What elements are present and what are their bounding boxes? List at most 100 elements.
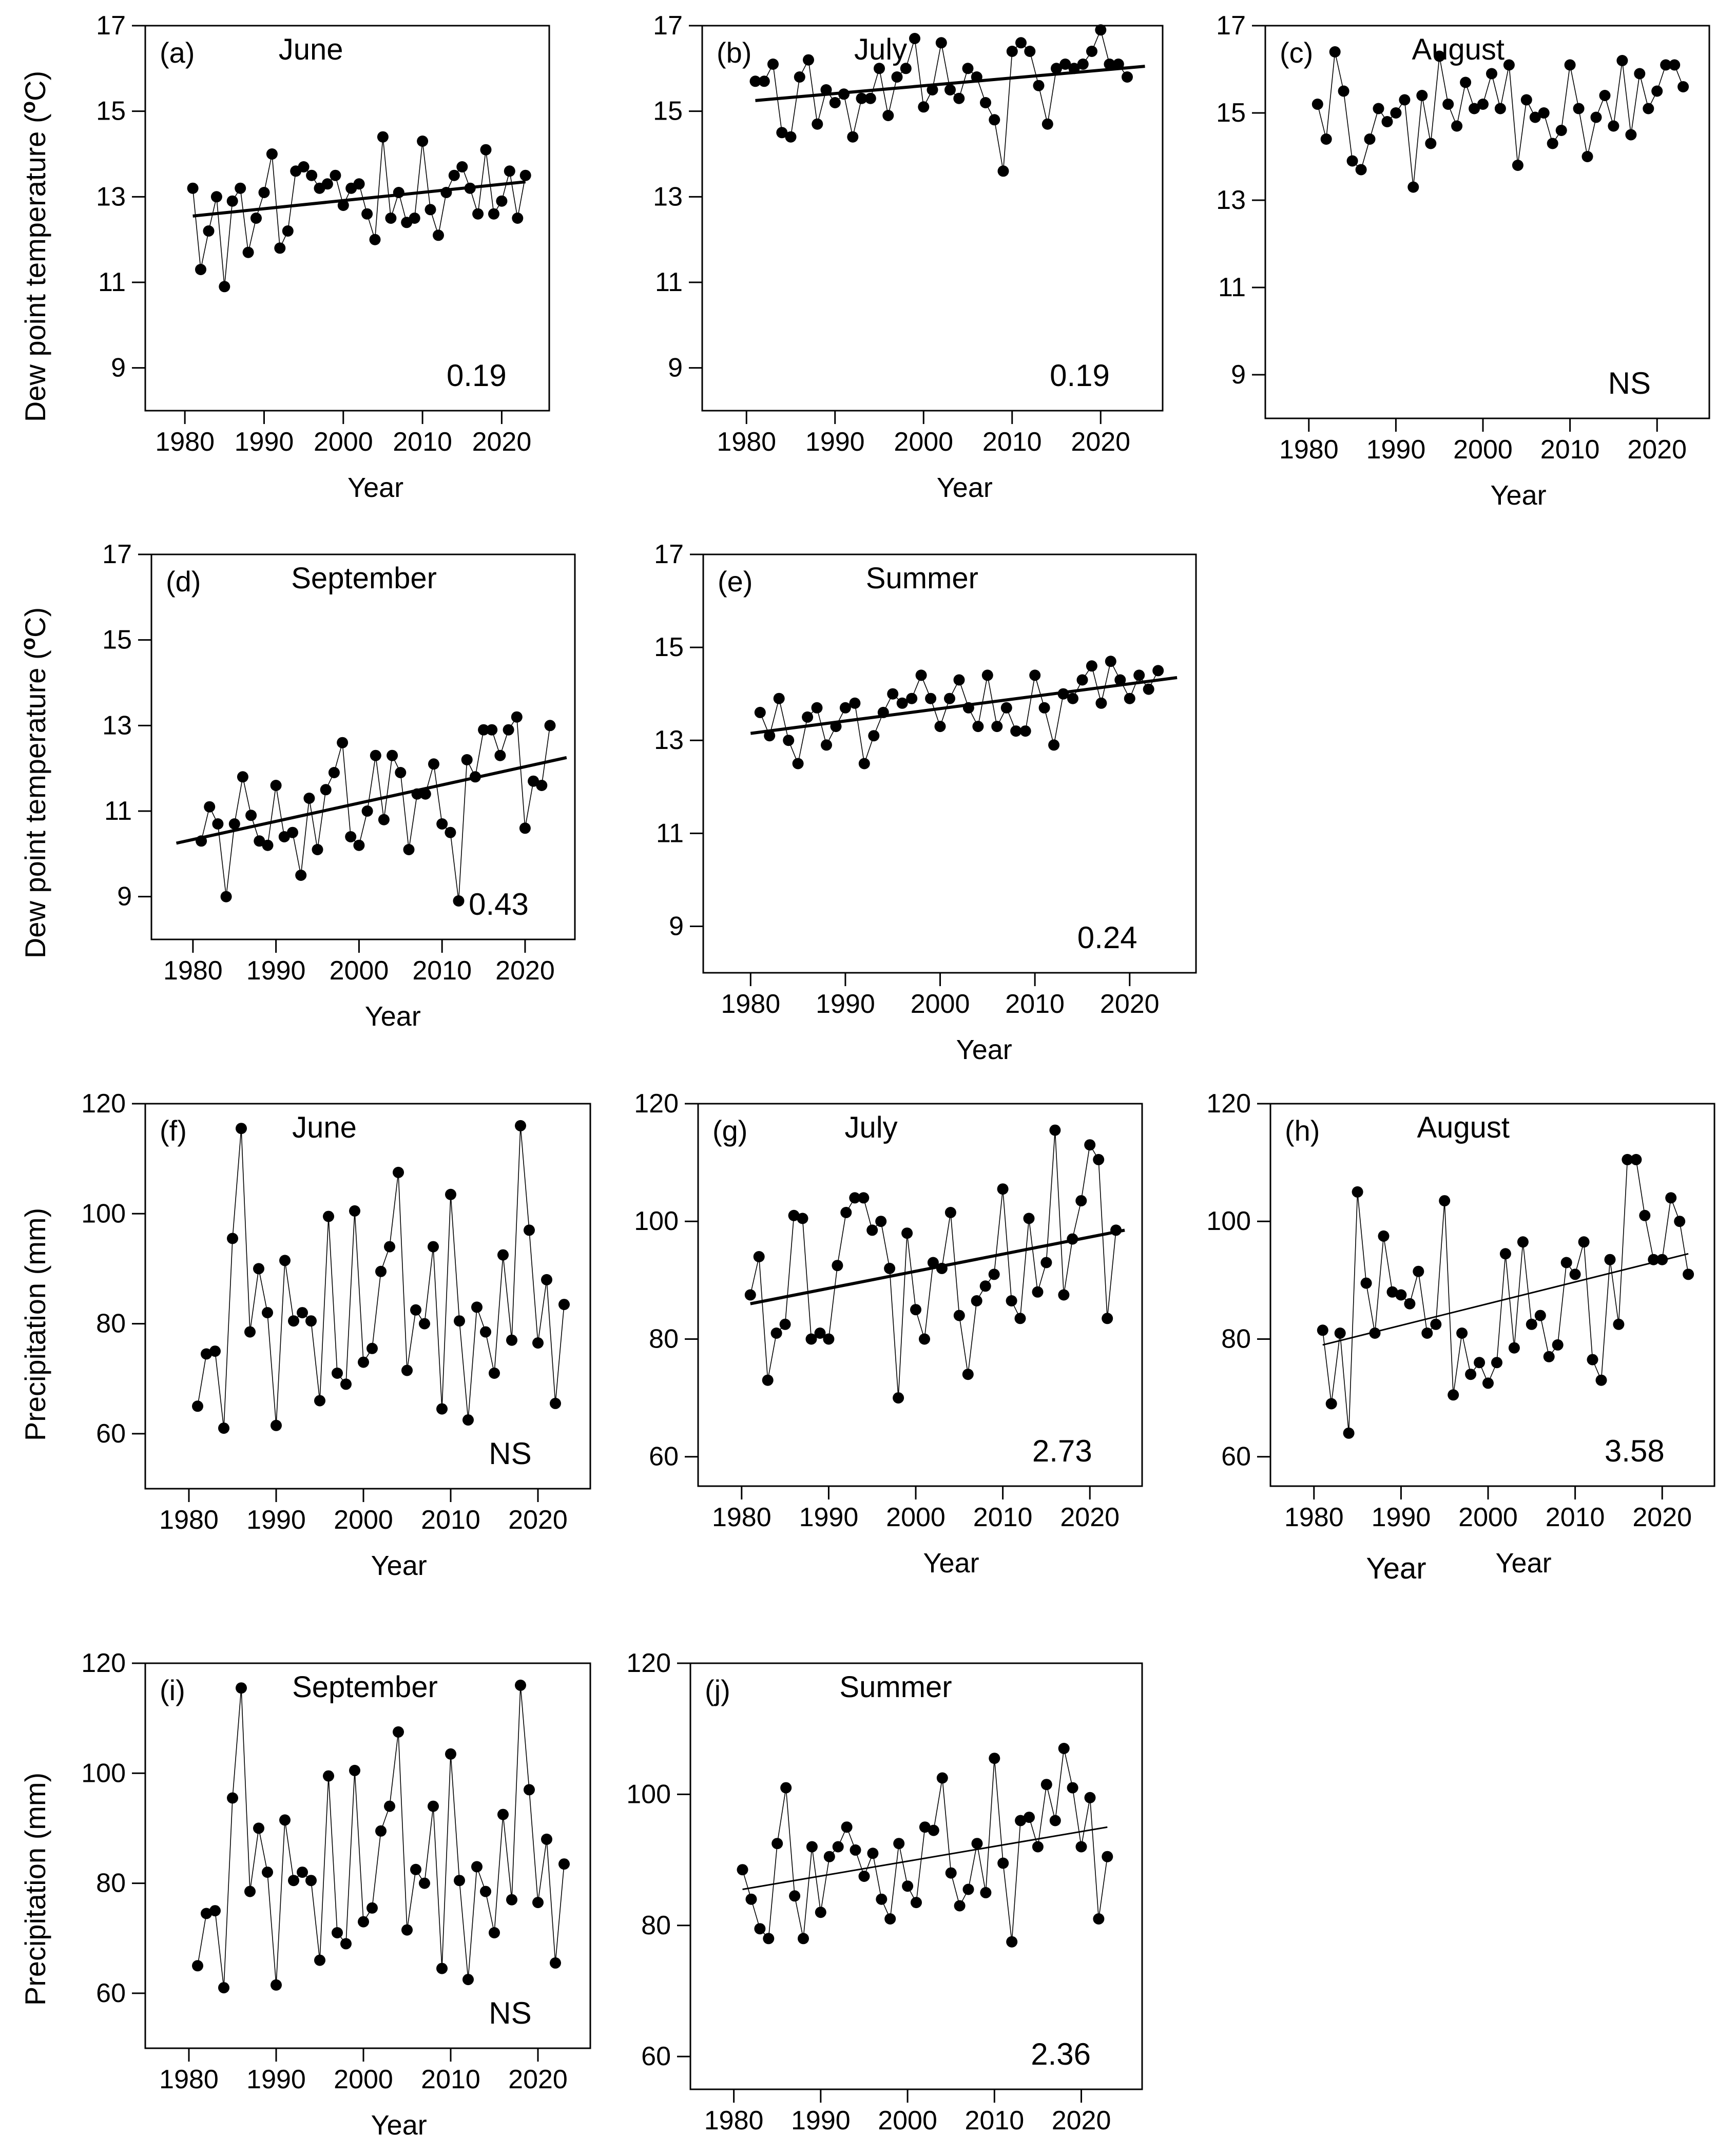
x-tick-label: 2010: [965, 2106, 1024, 2135]
data-point: [506, 1334, 517, 1346]
data-point: [910, 1304, 921, 1316]
data-point: [226, 195, 238, 207]
data-point: [262, 839, 274, 851]
data-point: [812, 118, 823, 130]
data-point: [832, 1841, 844, 1853]
x-tick-label: 2020: [1060, 1503, 1120, 1532]
data-point: [314, 1395, 325, 1407]
x-tick-label: 1980: [704, 2106, 764, 2135]
y-tick-label: 80: [96, 1869, 126, 1898]
data-point: [794, 71, 805, 83]
panel-title: September: [292, 1670, 438, 1704]
x-tick-label: 2020: [1052, 2106, 1111, 2135]
y-tick-label: 80: [96, 1309, 126, 1339]
data-point: [330, 169, 341, 181]
chart-panel-g: 60 80 100 120 1980 1990 2000 2010 2020 Year (g) Jul…: [634, 1089, 1143, 1579]
series-line: [201, 716, 551, 901]
data-point: [776, 127, 788, 139]
data-point: [1526, 1318, 1537, 1330]
y-tick-label: 80: [649, 1324, 679, 1354]
data-point: [1049, 1815, 1061, 1826]
data-point: [370, 749, 381, 761]
data-point: [1555, 125, 1567, 136]
dew-point-y-axis-label: Dew point temperature (oC): [17, 607, 51, 958]
data-point: [953, 92, 965, 104]
ylabel-part: C): [19, 71, 51, 101]
data-point: [771, 1838, 783, 1850]
data-point: [1451, 120, 1463, 132]
data-point: [461, 754, 473, 765]
data-point: [1442, 99, 1454, 110]
plot-frame: [150, 553, 576, 940]
y-tick-label: 17: [653, 11, 683, 41]
y-tick-label: 13: [102, 710, 132, 740]
data-point: [944, 1207, 956, 1218]
data-point: [806, 1841, 818, 1853]
data-point: [236, 1123, 247, 1134]
data-point: [918, 101, 930, 113]
data-point: [1434, 50, 1445, 62]
data-point: [1413, 1265, 1424, 1277]
data-point: [925, 693, 937, 704]
data-point: [980, 1887, 992, 1898]
data-point: [1456, 1328, 1468, 1339]
trend-line: [742, 1826, 1108, 1891]
data-point: [1683, 1268, 1694, 1280]
data-point: [478, 724, 490, 736]
data-point: [453, 895, 465, 907]
data-point: [227, 1792, 238, 1804]
data-point: [972, 721, 984, 733]
data-point: [849, 697, 861, 709]
x-axis-label: Year: [348, 472, 403, 503]
data-point: [906, 693, 918, 704]
data-point: [850, 1844, 861, 1856]
data-point: [486, 724, 498, 736]
trend-line: [176, 756, 567, 845]
y-tick-label: 13: [654, 725, 684, 755]
data-point: [550, 1957, 561, 1969]
x-tick-label: 2000: [1453, 435, 1513, 465]
data-point: [314, 1954, 325, 1966]
data-point: [480, 1326, 491, 1338]
data-point: [971, 1295, 982, 1306]
x-tick-label: 2000: [330, 956, 389, 986]
data-point: [1499, 1248, 1511, 1260]
panel-label: (h): [1285, 1114, 1320, 1147]
x-tick-label: 1990: [791, 2106, 851, 2135]
data-point: [980, 97, 991, 108]
data-point: [393, 1726, 404, 1738]
data-point: [536, 780, 548, 791]
data-point: [832, 1260, 843, 1272]
data-point: [419, 1877, 430, 1889]
data-point: [1006, 46, 1018, 57]
data-point: [361, 208, 373, 220]
data-point: [953, 1310, 965, 1321]
data-point: [864, 92, 876, 104]
data-point: [856, 92, 867, 104]
data-point: [295, 870, 307, 881]
data-point: [1317, 1324, 1328, 1336]
dew-point-y-axis-label: Dew point temperature (oC): [17, 71, 51, 422]
data-point: [1059, 59, 1071, 70]
data-point: [1104, 59, 1115, 70]
data-point: [1086, 46, 1097, 57]
data-point: [936, 1772, 948, 1784]
data-point: [1000, 702, 1012, 714]
data-point: [1569, 1268, 1581, 1280]
data-point: [792, 758, 804, 770]
data-point: [237, 771, 248, 783]
data-point: [919, 1821, 931, 1833]
data-point: [1040, 1257, 1052, 1268]
data-point: [1399, 94, 1411, 106]
data-point: [1006, 1936, 1018, 1948]
data-point: [203, 225, 215, 237]
data-point: [375, 1265, 387, 1277]
y-tick-label: 13: [1216, 185, 1246, 215]
data-point: [1517, 1236, 1529, 1248]
data-point: [489, 1927, 500, 1938]
data-point: [504, 165, 515, 177]
data-point: [321, 178, 333, 190]
data-point: [1639, 1209, 1651, 1221]
data-point: [1660, 59, 1672, 71]
data-point: [1613, 1318, 1625, 1330]
